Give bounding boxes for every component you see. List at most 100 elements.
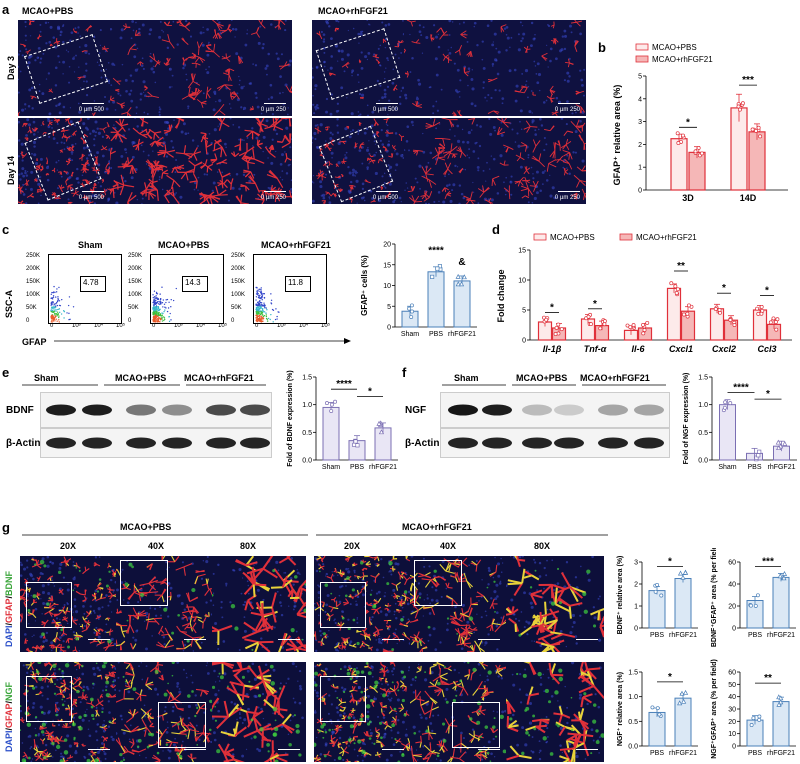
panel-a-row-day3: Day 3 xyxy=(6,55,16,80)
panel-e-x-tick-label: Sham xyxy=(322,464,340,471)
scale-bar xyxy=(184,749,206,750)
roi-box xyxy=(158,702,206,748)
panel-g-mag-label: 80X xyxy=(240,541,257,551)
blot-band xyxy=(482,437,512,449)
scale-bar-label: 0 µm 250 xyxy=(554,195,580,201)
panel-g-bdnf-ylabel: BDNF⁺ relative area (%) xyxy=(616,556,624,635)
panel-f-group-fgf: MCAO+rhFGF21 xyxy=(580,373,650,383)
panel-c-point xyxy=(410,303,414,308)
panel-c-x-tick-label: 10⁴ xyxy=(94,323,104,329)
panel-e-point xyxy=(329,409,334,413)
panel-g-micrograph xyxy=(116,556,212,652)
panel-d-point xyxy=(642,328,647,332)
panel-e-y-tick-label: 1.0 xyxy=(302,402,312,409)
panel-c-flow-plot xyxy=(253,254,327,324)
panel-d-chart: MCAO+PBS MCAO+rhFGF21 0 5 10 15 Fold change Il-… xyxy=(496,233,792,354)
panel-g-ngf-co-chart: 0 10 20 30 40 50 60 PBS rhFGF21 NGF⁺GFAP⁺ area (%… xyxy=(710,659,796,759)
panel-g-bdnf-co-point xyxy=(755,593,760,598)
blot-band xyxy=(162,437,192,449)
panel-d-sig-label: * xyxy=(593,299,597,310)
panel-g-group-lines xyxy=(22,534,608,536)
panel-c-x-tick-label: 0 xyxy=(152,323,156,329)
blot-band xyxy=(46,404,76,416)
panel-g-mag-label: 40X xyxy=(440,541,457,551)
panel-d-point xyxy=(713,307,718,311)
panel-b-point xyxy=(675,131,680,136)
panel-c-plot-title: MCAO+rhFGF21 xyxy=(261,240,331,250)
scale-bar-label: 0 µm 250 xyxy=(260,195,286,201)
panel-b-bar xyxy=(748,131,766,191)
panel-letter-f: f xyxy=(402,365,407,380)
panel-g-bdnf-point xyxy=(659,593,664,598)
panel-d-x-tick-label: Il-1β xyxy=(543,344,562,354)
blot-band xyxy=(448,437,478,449)
scale-bar-label: 0 µm 500 xyxy=(372,195,398,201)
panel-d-point xyxy=(728,318,733,322)
panel-g-ngf-co-y-tick-label: 20 xyxy=(728,719,736,726)
panel-g-mag-label: 20X xyxy=(344,541,361,551)
panel-g-micrograph xyxy=(314,556,410,652)
panel-d-ylabel: Fold change xyxy=(496,269,506,322)
panel-c-y-tick-label: 10 xyxy=(383,283,391,290)
panel-c-y-tick-label: 200K xyxy=(26,266,41,272)
panel-b-point xyxy=(681,133,685,138)
panel-d-sig-label: * xyxy=(765,286,769,297)
panel-g-micrograph xyxy=(506,662,604,762)
panel-d-x-tick-label: Il-6 xyxy=(631,344,645,354)
panel-d-point xyxy=(685,311,690,316)
panel-c-x-tick-label: 0 xyxy=(255,323,259,329)
panel-g-bdnf-co-bar xyxy=(772,576,790,629)
blot-band xyxy=(82,404,112,416)
panel-c-gate-value: 11.8 xyxy=(288,278,303,287)
blot-band xyxy=(46,437,76,449)
panel-g-bdnf-co-y-tick-label: 0 xyxy=(732,626,736,633)
scale-bar xyxy=(478,749,500,750)
panel-f-ylabel: Fold of NGF expression (%) xyxy=(683,373,690,465)
panel-g-micrograph xyxy=(212,662,306,762)
panel-d-y-tick-label: 5 xyxy=(522,308,526,315)
panel-c-y-tick-label: 15 xyxy=(383,262,391,269)
panel-letter-a: a xyxy=(2,2,10,17)
panel-g-micrograph xyxy=(20,662,116,762)
panel-g-bdnf-co-point xyxy=(753,603,758,608)
panel-c-y-tick-label: 150K xyxy=(128,279,143,285)
panel-g-ngf-co-bar xyxy=(772,701,790,747)
panel-b-point xyxy=(740,101,745,106)
roi-box xyxy=(26,582,72,628)
panel-letter-e: e xyxy=(2,365,10,380)
panel-e-point xyxy=(333,399,338,404)
panel-c-y-tick-label: 0 xyxy=(231,318,235,324)
panel-g-ngf-co-point xyxy=(751,716,756,721)
panel-e-point xyxy=(355,443,360,448)
roi-box xyxy=(26,676,72,722)
panel-c-x-tick-label: PBS xyxy=(429,331,443,338)
panel-d-point xyxy=(756,311,761,316)
panel-c-ylabel: GFAP⁺ cells (%) xyxy=(360,255,369,316)
panel-c-point xyxy=(437,264,442,269)
panel-d-point xyxy=(641,322,645,327)
panel-c-x-tick-label: 10³ xyxy=(72,323,81,329)
panel-c-point xyxy=(458,281,465,287)
panel-c-y-tick-label: 200K xyxy=(231,266,246,272)
panel-d-point xyxy=(717,308,722,312)
blot-band xyxy=(634,437,664,449)
panel-b-point xyxy=(693,149,698,154)
panel-f-group-pbs: MCAO+PBS xyxy=(516,373,568,383)
panel-f-point xyxy=(728,401,733,406)
panel-b-y-tick-label: 5 xyxy=(638,74,642,81)
panel-c-chart: 0 5 10 15 20 Sham PBS rhFGF21 GFAP⁺ cells (%) ***… xyxy=(360,242,477,338)
scale-bar xyxy=(88,639,110,640)
panel-e-point xyxy=(330,402,334,407)
panel-g-bdnf-point xyxy=(682,569,688,575)
panel-a-row-day14: Day 14 xyxy=(6,155,16,185)
panel-d-sig-label: * xyxy=(722,283,726,294)
panel-e-y-tick-label: 1.5 xyxy=(302,375,312,382)
panel-g-bdnf-y-tick-label: 1 xyxy=(634,604,638,611)
panel-c-plot-title: Sham xyxy=(78,240,103,250)
panel-e-group-fgf: MCAO+rhFGF21 xyxy=(184,373,254,383)
blot-band xyxy=(240,437,270,449)
panel-f-point xyxy=(776,445,782,451)
scale-bar-label: 0 µm 500 xyxy=(78,107,104,113)
panel-c-point xyxy=(461,274,467,280)
panel-e-sig-label: **** xyxy=(336,379,352,390)
